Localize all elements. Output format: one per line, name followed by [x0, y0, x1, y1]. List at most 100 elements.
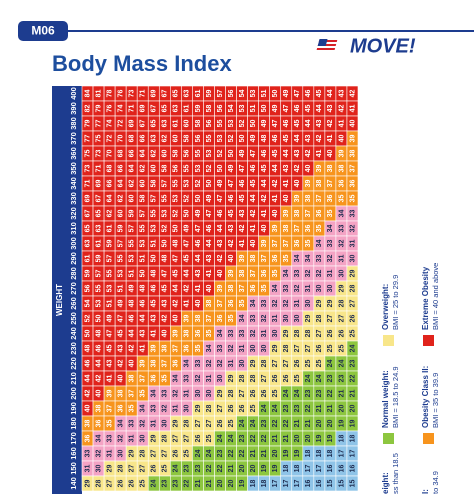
cell-value: 49: [283, 90, 290, 98]
cell-value: 18: [261, 480, 268, 488]
cell-value: 65: [151, 120, 158, 128]
cell-value: 63: [184, 90, 191, 98]
cell-value: 50: [84, 330, 91, 338]
cell-value: 26: [338, 330, 345, 338]
cell-value: 51: [106, 300, 113, 308]
cell-value: 53: [117, 270, 124, 278]
cell-value: 29: [250, 360, 257, 368]
cell-value: 43: [206, 255, 213, 263]
cell-value: 31: [349, 240, 356, 248]
cell-value: 33: [283, 285, 290, 293]
cell-value: 59: [95, 255, 102, 263]
cell-value: 43: [140, 330, 147, 338]
cell-value: 24: [283, 390, 290, 398]
cell-value: 40: [250, 240, 257, 248]
cell-value: 49: [206, 195, 213, 203]
cell-value: 43: [151, 315, 158, 323]
cell-value: 51: [250, 105, 257, 113]
cell-value: 42: [129, 345, 136, 353]
cell-value: 26: [316, 345, 323, 353]
cell-value: 37: [206, 315, 213, 323]
cell-value: 78: [106, 90, 113, 98]
cell-value: 54: [239, 90, 246, 98]
cell-value: 41: [106, 375, 113, 383]
cell-value: 46: [239, 180, 246, 188]
cell-value: 26: [283, 375, 290, 383]
cell-value: 19: [283, 450, 290, 458]
cell-value: 48: [261, 135, 268, 143]
cell-value: 47: [206, 210, 213, 218]
cell-value: 47: [250, 150, 257, 158]
cell-value: 79: [84, 120, 91, 128]
cell-value: 52: [206, 165, 213, 173]
cell-value: 38: [294, 210, 301, 218]
cell-value: 45: [316, 90, 323, 98]
cell-value: 47: [239, 165, 246, 173]
cell-value: 32: [140, 420, 147, 428]
cell-value: 24: [173, 465, 180, 473]
cell-value: 69: [151, 90, 158, 98]
cell-value: 21: [272, 435, 279, 443]
cell-value: 59: [84, 270, 91, 278]
cell-value: 35: [338, 195, 345, 203]
cell-value: 39: [305, 180, 312, 188]
legend-label: Obesity Class II:: [421, 366, 430, 428]
cell-value: 72: [117, 120, 124, 128]
cell-value: 61: [106, 225, 113, 233]
cell-value: 41: [261, 210, 268, 218]
cell-value: 22: [261, 435, 268, 443]
cell-value: 25: [140, 480, 147, 488]
cell-value: 16: [305, 480, 312, 488]
cell-value: 50: [151, 255, 158, 263]
cell-value: 64: [140, 150, 147, 158]
cell-value: 34: [140, 405, 147, 413]
cell-value: 39: [338, 150, 345, 158]
cell-value: 18: [349, 435, 356, 443]
cell-value: 25: [338, 345, 345, 353]
cell-value: 42: [349, 90, 356, 98]
cell-value: 67: [140, 120, 147, 128]
cell-value: 34: [206, 345, 213, 353]
cell-value: 41: [206, 270, 213, 278]
cell-value: 21: [349, 390, 356, 398]
weight-label: 290: [69, 252, 78, 265]
cell-value: 18: [316, 450, 323, 458]
cell-value: 31: [272, 315, 279, 323]
cell-value: 41: [338, 120, 345, 128]
weight-label: 330: [69, 192, 78, 205]
cell-value: 58: [184, 135, 191, 143]
cell-value: 55: [95, 285, 102, 293]
cell-value: 67: [151, 105, 158, 113]
cell-value: 17: [272, 480, 279, 488]
cell-value: 30: [217, 375, 224, 383]
cell-value: 20: [250, 465, 257, 473]
cell-value: 50: [272, 90, 279, 98]
cell-value: 73: [129, 90, 136, 98]
cell-value: 46: [206, 225, 213, 233]
cell-value: 43: [162, 300, 169, 308]
cell-value: 49: [250, 135, 257, 143]
cell-value: 68: [106, 165, 113, 173]
cell-value: 46: [217, 210, 224, 218]
cell-value: 38: [95, 405, 102, 413]
cell-value: 50: [195, 195, 202, 203]
cell-value: 37: [140, 375, 147, 383]
cell-value: 38: [239, 270, 246, 278]
cell-value: 22: [283, 420, 290, 428]
cell-value: 21: [305, 420, 312, 428]
cell-value: 34: [283, 270, 290, 278]
cell-value: 17: [283, 480, 290, 488]
cell-value: 20: [305, 435, 312, 443]
title: Body Mass Index: [52, 51, 232, 76]
cell-value: 41: [316, 150, 323, 158]
cell-value: 35: [195, 345, 202, 353]
cell-value: 36: [272, 255, 279, 263]
cell-value: 17: [349, 450, 356, 458]
cell-value: 31: [151, 420, 158, 428]
cell-value: 33: [195, 360, 202, 368]
cell-value: 30: [294, 315, 301, 323]
cell-value: 30: [162, 420, 169, 428]
cell-value: 32: [272, 300, 279, 308]
cell-value: 33: [261, 300, 268, 308]
cell-value: 74: [106, 120, 113, 128]
